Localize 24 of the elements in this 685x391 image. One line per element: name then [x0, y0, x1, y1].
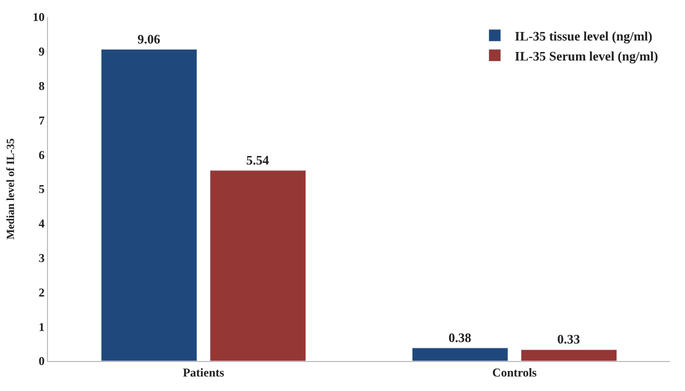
data-label: 9.06: [137, 31, 161, 46]
data-label: 0.33: [557, 332, 581, 347]
y-tick-label: 2: [38, 285, 45, 300]
y-tick-label: 0: [38, 354, 45, 368]
y-tick-label: 5: [38, 182, 45, 196]
y-tick-label: 7: [38, 113, 45, 128]
y-tick-label: 10: [32, 10, 45, 24]
y-axis-title: Median level of IL-35: [5, 138, 18, 240]
y-tick-label: 9: [38, 44, 45, 59]
legend-label: IL-35 Serum level (ng/ml): [514, 48, 658, 64]
data-label: 5.54: [246, 152, 270, 168]
data-label: 0.38: [448, 330, 472, 345]
bar: [520, 349, 618, 361]
y-tick-label: 8: [38, 79, 45, 93]
bar: [100, 49, 198, 361]
y-tick-label: 4: [38, 216, 45, 231]
legend-label: IL-35 tissue level (ng/ml): [514, 28, 652, 44]
y-tick-label: 6: [38, 148, 45, 162]
bar: [412, 348, 508, 361]
x-tick-label: Patients: [182, 365, 224, 380]
x-tick-label: Controls: [492, 365, 538, 380]
y-tick-label: 1: [38, 320, 45, 334]
y-tick-label: 3: [38, 251, 45, 265]
bar: [210, 170, 306, 361]
